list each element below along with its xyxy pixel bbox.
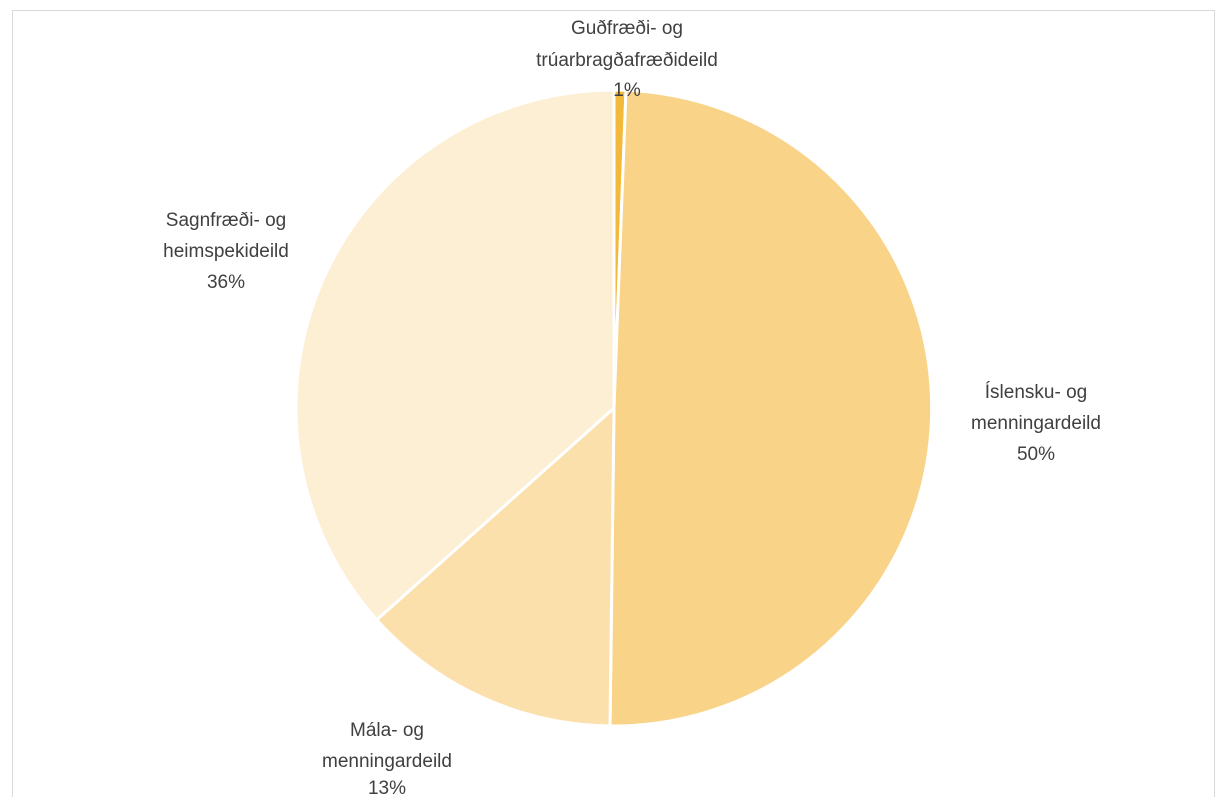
slice-label-3-line-1: Sagnfræði- og (166, 210, 286, 231)
slice-label-2-percent: 13% (368, 778, 406, 798)
slice-label-0: Guðfræði- og trúarbragðafræðideild 1% (536, 18, 718, 101)
pie-slice-2 (374, 404, 616, 728)
slice-label-3-percent: 36% (207, 272, 245, 293)
slice-label-0-line-2: trúarbragðafræðideild (536, 50, 718, 71)
slice-label-0-percent: 1% (613, 80, 641, 101)
slice-label-2-line-1: Mála- og (350, 720, 424, 741)
pie-slice-1 (608, 88, 934, 728)
pie-slices (294, 88, 934, 728)
slice-label-1-percent: 50% (1017, 444, 1055, 465)
slice-label-0-line-1: Guðfræði- og (571, 18, 683, 39)
slice-label-3-line-2: heimspekideild (163, 241, 289, 262)
slice-label-1-line-2: menningardeild (971, 413, 1101, 434)
slice-label-2-line-2: menningardeild (322, 751, 452, 772)
slice-label-3: Sagnfræði- og heimspekideild 36% (163, 210, 289, 293)
slice-label-1: Íslensku- og menningardeild 50% (971, 382, 1101, 465)
slice-label-1-line-1: Íslensku- og (985, 382, 1087, 403)
pie-slice-3 (294, 88, 616, 622)
slice-label-2: Mála- og menningardeild 13% (322, 720, 452, 798)
